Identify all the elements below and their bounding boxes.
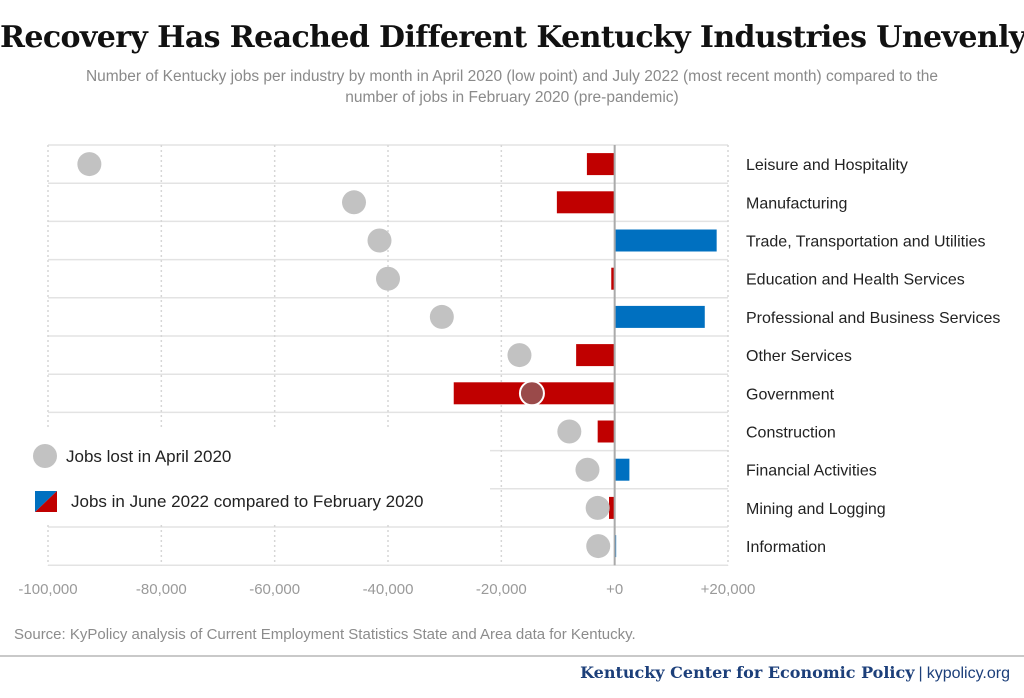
footer-site: kypolicy.org <box>926 665 1010 682</box>
bar-10 <box>609 496 615 519</box>
x-tick-label: -80,000 <box>136 581 187 598</box>
chart-title: Recovery Has Reached Different Kentucky … <box>0 20 1024 55</box>
legend-label-dots: Jobs lost in April 2020 <box>66 447 231 466</box>
x-tick-label: +20,000 <box>701 581 756 598</box>
dot-8 <box>557 419 582 444</box>
legend-label-bars: Jobs in June 2022 compared to February 2… <box>71 492 424 511</box>
dot-4 <box>376 266 400 291</box>
dots <box>77 152 611 559</box>
dot-5 <box>429 304 454 329</box>
category-label: Education and Health Services <box>746 272 965 289</box>
category-label: Information <box>746 539 826 556</box>
x-tick-label: -20,000 <box>476 581 527 598</box>
x-tick-labels: -100,000 -80,000 -60,000 -40,000 -20,000 +0 +2… <box>18 581 755 598</box>
bar-8 <box>597 420 615 443</box>
category-label: Construction <box>746 425 836 442</box>
bar-1 <box>586 153 615 176</box>
x-tick-label: -40,000 <box>363 581 414 598</box>
footer-org-name: Kentucky Center for Economic Policy <box>580 663 915 682</box>
category-label: Other Services <box>746 348 852 365</box>
bar-9 <box>614 458 630 481</box>
bar-2 <box>556 191 615 214</box>
category-label: Professional and Business Services <box>746 310 1000 327</box>
x-tick-label: +0 <box>606 581 623 598</box>
bar-6 <box>576 344 615 367</box>
category-label: Mining and Logging <box>746 501 886 518</box>
legend-box <box>20 430 490 525</box>
category-label: Financial Activities <box>746 463 877 480</box>
bar-5 <box>614 305 705 328</box>
bars <box>453 153 717 558</box>
chart: Leisure and Hospitality Manufacturing Trad… <box>18 144 1000 598</box>
dot-1 <box>77 152 102 177</box>
bar-3 <box>614 229 717 252</box>
footer-divider <box>0 655 1024 657</box>
x-tick-label: -60,000 <box>249 581 300 598</box>
legend: Jobs lost in April 2020 Jobs in June 2022… <box>33 444 424 512</box>
footer-separator: | <box>918 665 923 682</box>
legend-background <box>20 430 490 525</box>
dot-10 <box>585 495 610 520</box>
footer: Kentucky Center for Economic Policy | kypo… <box>580 663 1010 683</box>
category-label: Trade, Transportation and Utilities <box>746 234 986 251</box>
bar-4 <box>611 267 615 290</box>
legend-dot-swatch <box>33 444 57 468</box>
category-label: Government <box>746 386 835 403</box>
dot-9 <box>575 457 600 482</box>
category-labels: Leisure and Hospitality Manufacturing Trad… <box>746 157 1000 556</box>
dot-11 <box>586 534 611 559</box>
category-label: Manufacturing <box>746 195 847 212</box>
dot-6 <box>507 343 532 368</box>
legend-bar-swatch-red <box>35 491 57 512</box>
dot-7 <box>518 380 545 407</box>
x-tick-label: -100,000 <box>18 581 77 598</box>
category-label: Leisure and Hospitality <box>746 157 908 174</box>
source-note: Source: KyPolicy analysis of Current Emp… <box>14 626 636 643</box>
dot-2 <box>342 190 366 215</box>
chart-subtitle: Number of Kentucky jobs per industry by … <box>85 68 939 106</box>
dot-3 <box>367 228 392 253</box>
